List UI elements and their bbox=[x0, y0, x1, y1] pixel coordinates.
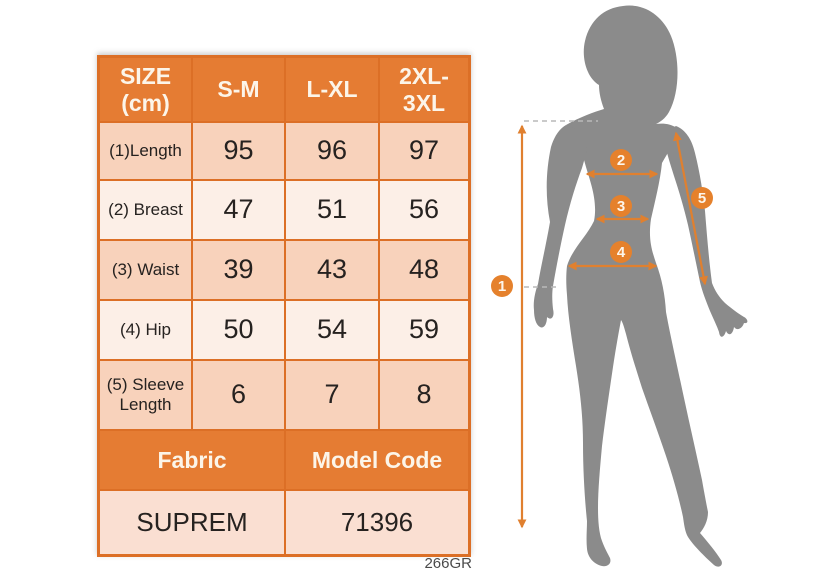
table-cell: 50 bbox=[193, 301, 284, 359]
right-arm-silhouette bbox=[665, 126, 748, 337]
table-header-lxl: L-XL bbox=[286, 58, 378, 121]
measure-marker-1: 1 bbox=[491, 275, 513, 297]
table-cell: 7 bbox=[286, 361, 378, 429]
marker-number: 4 bbox=[617, 244, 626, 261]
row-label-breast: (2) Breast bbox=[100, 181, 191, 239]
woman-silhouette bbox=[566, 5, 722, 567]
table-header-model-code: Model Code bbox=[286, 431, 468, 489]
weight-note: 266GR bbox=[424, 555, 472, 572]
table-cell: 97 bbox=[380, 123, 468, 179]
table-cell: 8 bbox=[380, 361, 468, 429]
table-cell: 47 bbox=[193, 181, 284, 239]
row-label-sleeve-length: (5) Sleeve Length bbox=[100, 361, 191, 429]
table-header-fabric: Fabric bbox=[100, 431, 284, 489]
marker-circle bbox=[691, 187, 713, 209]
table-cell: 6 bbox=[193, 361, 284, 429]
row-label-length: (1)Length bbox=[100, 123, 191, 179]
row-label-waist: (3) Waist bbox=[100, 241, 191, 299]
size-table: SIZE (cm) S-M L-XL 2XL-3XL (1)Length 95 … bbox=[97, 55, 471, 557]
table-cell: 51 bbox=[286, 181, 378, 239]
table-header-sm: S-M bbox=[193, 58, 284, 121]
table-header-size: SIZE (cm) bbox=[100, 58, 191, 121]
table-cell: 56 bbox=[380, 181, 468, 239]
marker-circle bbox=[610, 195, 632, 217]
measure-marker-2: 2 bbox=[610, 149, 632, 171]
sleeve-arrow bbox=[673, 131, 708, 286]
table-cell: 54 bbox=[286, 301, 378, 359]
table-cell: 96 bbox=[286, 123, 378, 179]
row-label-hip: (4) Hip bbox=[100, 301, 191, 359]
marker-number: 3 bbox=[617, 198, 625, 215]
table-header-2xl3xl: 2XL-3XL bbox=[380, 58, 468, 121]
table-cell: 95 bbox=[193, 123, 284, 179]
fabric-value: SUPREM bbox=[100, 491, 284, 554]
marker-circle bbox=[610, 149, 632, 171]
marker-circle bbox=[491, 275, 513, 297]
left-arm-silhouette bbox=[533, 125, 587, 328]
measure-marker-3: 3 bbox=[610, 195, 632, 217]
measurement-diagram: 1 2 3 4 5 bbox=[491, 5, 748, 567]
measure-marker-5: 5 bbox=[691, 187, 713, 209]
table-cell: 43 bbox=[286, 241, 378, 299]
marker-number: 5 bbox=[698, 190, 706, 207]
table-cell: 48 bbox=[380, 241, 468, 299]
table-cell: 59 bbox=[380, 301, 468, 359]
measure-marker-4: 4 bbox=[610, 241, 632, 263]
marker-circle bbox=[610, 241, 632, 263]
marker-number: 1 bbox=[498, 278, 506, 295]
marker-number: 2 bbox=[617, 152, 625, 169]
model-code-value: 71396 bbox=[286, 491, 468, 554]
table-cell: 39 bbox=[193, 241, 284, 299]
